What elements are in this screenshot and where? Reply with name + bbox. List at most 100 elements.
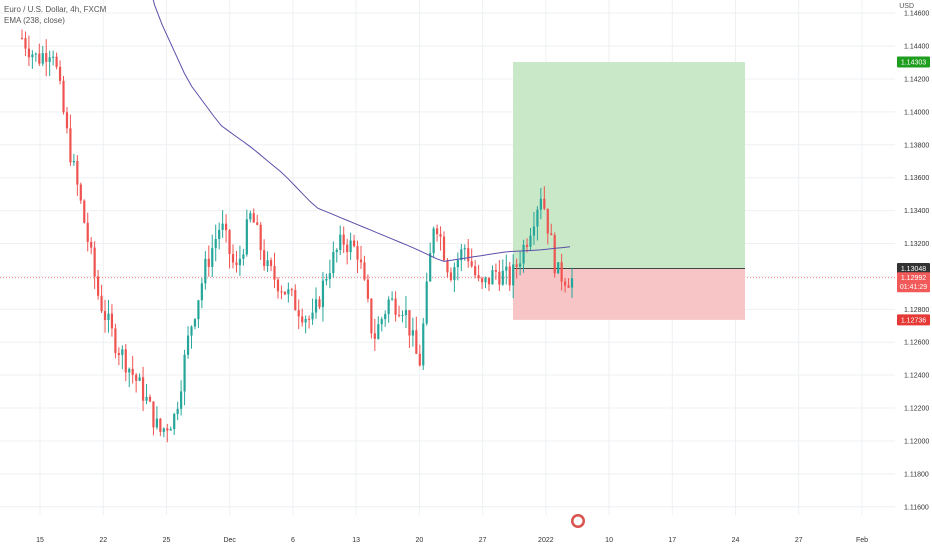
price-tag xyxy=(897,314,930,326)
x-tick-label: 27 xyxy=(479,537,487,544)
candle-body xyxy=(512,264,515,286)
candle-body xyxy=(55,56,58,67)
candle-body xyxy=(487,277,491,285)
candle-body xyxy=(297,310,300,317)
candle-body xyxy=(404,310,408,316)
candle-body xyxy=(536,209,539,227)
candle-body xyxy=(501,270,504,285)
candle-body xyxy=(38,53,41,64)
candle-body xyxy=(266,260,269,267)
candle-body xyxy=(252,213,255,223)
candle-body xyxy=(20,37,24,39)
candle-body xyxy=(470,261,473,267)
candle-body xyxy=(304,318,307,323)
candle-body xyxy=(97,276,100,296)
candle-body xyxy=(349,240,352,253)
candle-body xyxy=(121,349,124,356)
candle-body xyxy=(103,311,107,321)
y-tick-label: 1.13400 xyxy=(904,208,929,215)
candle-body xyxy=(249,213,252,220)
candle-body xyxy=(363,262,366,280)
candle-body xyxy=(335,249,338,252)
candle-body xyxy=(432,228,435,254)
candle-body xyxy=(529,235,532,247)
candle-body xyxy=(394,298,397,315)
candle-body xyxy=(107,313,110,321)
candle-body xyxy=(508,266,511,286)
y-tick-label: 1.12200 xyxy=(904,406,929,413)
candle-body xyxy=(373,333,376,339)
x-tick-label: 15 xyxy=(36,537,44,544)
candle-body xyxy=(384,314,387,320)
loss-zone[interactable] xyxy=(513,268,745,320)
candle-body xyxy=(169,428,172,431)
candle-body xyxy=(72,160,75,163)
candle-body xyxy=(460,249,463,261)
y-tick-label: 1.13600 xyxy=(904,175,929,182)
candle-body xyxy=(522,244,525,264)
candle-body xyxy=(256,222,259,225)
ema-indicator-label[interactable]: EMA (238, close) xyxy=(4,16,65,25)
candle-body xyxy=(387,299,390,315)
candle-body xyxy=(52,56,55,58)
candle-body xyxy=(519,263,522,267)
candle-body xyxy=(162,428,165,432)
x-tick-label: Dec xyxy=(223,537,236,544)
candle-body xyxy=(124,349,127,373)
x-tick-label: 25 xyxy=(163,537,171,544)
events-marker[interactable] xyxy=(571,514,585,528)
y-tick-label: 1.14600 xyxy=(904,11,929,18)
candle-body xyxy=(83,200,86,223)
candle-body xyxy=(283,291,286,295)
y-tick-label: 1.12400 xyxy=(904,373,929,380)
candle-body xyxy=(24,38,27,49)
candle-body xyxy=(484,277,487,283)
candle-body xyxy=(48,57,51,62)
long-position-zones[interactable] xyxy=(513,62,745,320)
candle-body xyxy=(332,251,335,274)
candle-body xyxy=(45,53,48,62)
candle-body xyxy=(166,428,169,431)
candle-body xyxy=(90,241,93,248)
candle-body xyxy=(280,291,283,293)
candle-body xyxy=(193,319,197,327)
candle-body xyxy=(370,298,373,334)
x-tick-label: 20 xyxy=(415,537,423,544)
candle-body xyxy=(463,248,466,250)
candle-body xyxy=(224,223,228,231)
candle-body xyxy=(543,198,546,209)
candle-body xyxy=(235,262,238,266)
candle-body xyxy=(422,323,425,366)
candle-body xyxy=(467,248,470,262)
y-tick-label: 1.14000 xyxy=(904,109,929,116)
x-tick-label: 27 xyxy=(795,537,803,544)
y-tick-label: 1.11800 xyxy=(904,471,929,478)
candle-body xyxy=(273,266,276,280)
candle-body xyxy=(276,279,280,292)
y-tick-label: 1.14400 xyxy=(904,44,929,51)
candle-body xyxy=(245,219,248,255)
y-tick-label: 1.12600 xyxy=(904,340,929,347)
candle-body xyxy=(62,80,65,113)
candle-body xyxy=(259,224,262,251)
candle-body xyxy=(269,260,273,267)
candle-body xyxy=(377,324,380,339)
candle-body xyxy=(41,53,44,64)
chart-legend: Euro / U.S. Dollar, 4h, FXCM EMA (238, c… xyxy=(4,4,106,26)
candle-body xyxy=(328,273,331,279)
price-tag xyxy=(897,56,930,68)
candle-body xyxy=(183,354,186,392)
candle-body xyxy=(214,238,217,249)
candle-body xyxy=(474,266,477,276)
time-axis[interactable]: 15 22 25 Dec 6 13 20 27 2022 10 17 24 27 Feb xyxy=(0,532,895,550)
countdown-label: 01:41:29 xyxy=(900,284,927,291)
candle-body xyxy=(238,258,242,266)
candle-body xyxy=(131,368,134,375)
candle-body xyxy=(494,270,497,272)
candle-body xyxy=(31,54,34,58)
candle-body xyxy=(86,222,89,242)
candle-body xyxy=(173,414,176,429)
symbol-title[interactable]: Euro / U.S. Dollar, 4h, FXCM xyxy=(4,5,107,14)
candle-body xyxy=(65,112,69,129)
